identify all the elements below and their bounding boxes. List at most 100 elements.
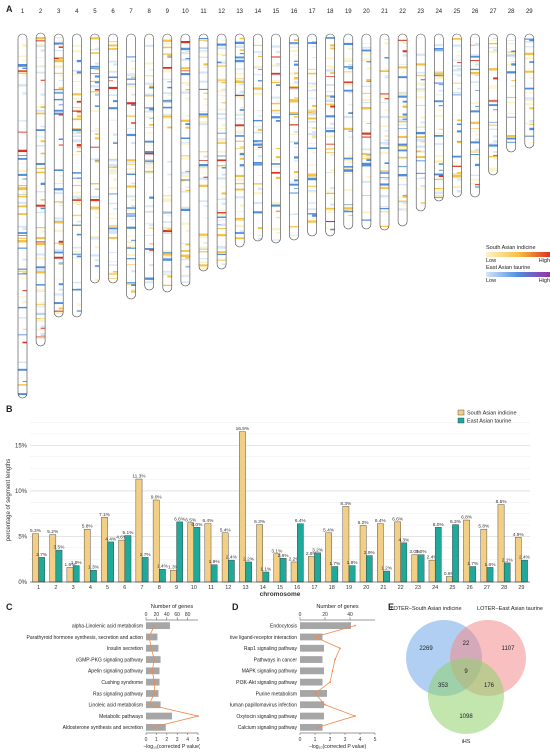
- chromosome-band: [325, 115, 335, 118]
- chromosome-band: [180, 155, 190, 157]
- bar-data-label: 3.1%: [271, 548, 283, 554]
- chromosome-band: [398, 93, 408, 95]
- x-tick-label: 14: [260, 585, 266, 591]
- chromosome-band: [72, 199, 82, 201]
- chromosome-band: [524, 46, 534, 48]
- chromosome-band: [289, 112, 299, 115]
- chromosome-outline: [361, 33, 372, 230]
- chromosome-band: [36, 191, 46, 193]
- chromosome-band: [416, 104, 426, 106]
- chromosome-band: [380, 226, 389, 227]
- chromosome-band: [524, 40, 534, 43]
- chromosome-band: [506, 141, 516, 143]
- chromosome-band: [289, 83, 299, 85]
- legend-south-high: High: [538, 258, 550, 264]
- chromosome-band: [402, 50, 408, 53]
- chromosome-band: [149, 117, 154, 119]
- chromosome-band: [529, 39, 534, 42]
- chromosome-band: [94, 265, 100, 268]
- chromosome-band: [402, 184, 408, 186]
- chromosome-band: [289, 46, 299, 48]
- pathway-label: alpha-Linolenic acid metabolism: [72, 623, 143, 629]
- chromosome-band: [203, 104, 208, 106]
- chromosome-band: [108, 168, 118, 170]
- chromosome-band: [307, 72, 317, 75]
- chromosome-band: [167, 173, 172, 176]
- chromosome-band: [40, 302, 46, 304]
- chromosome-band: [343, 71, 353, 73]
- chromosome-band: [325, 84, 335, 86]
- chromosome-number-label: 10: [182, 9, 189, 15]
- chromosome-band: [126, 172, 136, 175]
- chromosome-band: [58, 58, 64, 60]
- gene-count-line: [313, 625, 357, 728]
- chromosome-band: [506, 101, 516, 104]
- chromosome-band: [235, 174, 245, 178]
- chromosome-number-label: 29: [526, 9, 533, 15]
- chromosome-band: [76, 59, 82, 63]
- chromosome-band: [348, 63, 353, 66]
- chromosome-band: [217, 258, 227, 260]
- chromosome-band: [126, 78, 136, 80]
- chromosome-band: [108, 164, 118, 167]
- venn-count-bc: 176: [484, 683, 495, 689]
- pathway-label: Endocytosis: [270, 623, 297, 629]
- chromosome-band: [108, 71, 118, 73]
- chromosome-band: [22, 191, 27, 194]
- chromosome-band: [398, 128, 408, 129]
- gene-count-point: [148, 636, 151, 638]
- chromosome-band: [221, 167, 227, 169]
- chromosome-band: [307, 97, 317, 99]
- chromosome-band: [348, 67, 353, 70]
- chromosome-band: [257, 235, 263, 236]
- east-bar: [348, 565, 356, 583]
- chromosome-band: [94, 133, 100, 135]
- chromosome-band: [343, 169, 353, 172]
- chromosome-band: [271, 72, 281, 75]
- chromosome-band: [416, 72, 426, 74]
- chromosome-27: [488, 33, 498, 176]
- chromosome-band: [312, 214, 317, 217]
- x-tick-label: 15: [277, 585, 283, 591]
- chromosome-band: [289, 43, 299, 45]
- chromosome-band: [217, 219, 227, 221]
- chromosome-band: [199, 52, 208, 53]
- south-bar: [325, 532, 332, 583]
- chromosome-band: [221, 88, 227, 91]
- chromosome-band: [72, 45, 82, 47]
- chromosome-band: [235, 72, 245, 75]
- chromosome-band: [18, 187, 27, 190]
- chromosome-band: [452, 186, 462, 188]
- chromosome-band: [58, 180, 64, 182]
- chromosome-band: [307, 220, 317, 223]
- chromosome-band: [94, 88, 100, 91]
- pathway-label: Parathyroid hormone synthesis, secretion…: [27, 635, 144, 641]
- chromosome-band: [475, 43, 480, 47]
- chromosome-band: [36, 112, 46, 115]
- chromosome-band: [384, 162, 389, 164]
- chromosome-outline: [72, 33, 82, 318]
- chromosome-band: [325, 69, 335, 72]
- chromosome-band: [217, 213, 227, 215]
- chromosome-band: [203, 178, 208, 181]
- bottom-tick-label: 1: [314, 737, 317, 743]
- chromosome-band: [167, 94, 172, 97]
- legend-label: South Asian indicine: [467, 411, 517, 417]
- chromosome-band: [312, 46, 317, 47]
- chromosome-band: [493, 151, 498, 153]
- chromosome-band: [307, 208, 317, 211]
- chromosome-band: [108, 94, 118, 96]
- south-bar: [204, 523, 212, 583]
- chromosome-number-label: 2: [39, 9, 43, 15]
- chromosome-band: [488, 168, 498, 171]
- chromosome-band: [108, 160, 118, 162]
- chromosome-band: [330, 228, 335, 231]
- chromosome-band: [253, 51, 263, 53]
- chromosome-9: [162, 33, 173, 293]
- chromosome-band: [217, 117, 227, 120]
- chromosome-band: [416, 140, 426, 142]
- chromosome-band: [257, 114, 263, 116]
- chromosome-band: [434, 132, 444, 135]
- chromosome-band: [90, 237, 100, 240]
- chromosome-band: [217, 142, 227, 144]
